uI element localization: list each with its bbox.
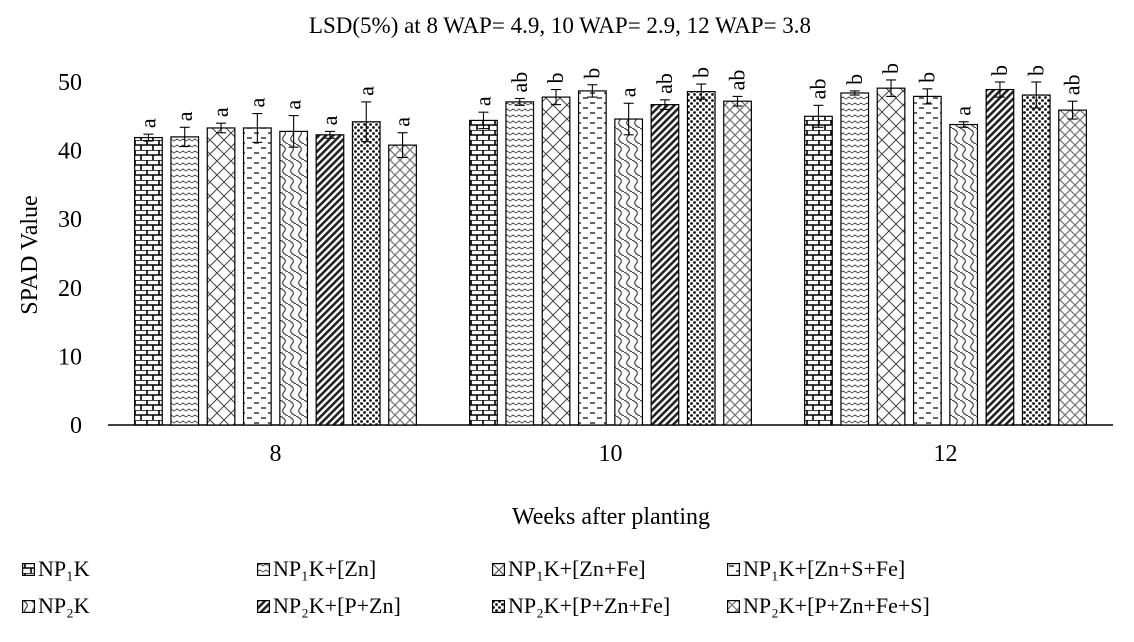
significance-letter: ab <box>1060 74 1085 95</box>
significance-letter: a <box>208 107 233 117</box>
bar <box>1021 94 1051 426</box>
y-tick-label: 10 <box>58 344 82 370</box>
significance-letter: a <box>281 100 306 110</box>
significance-letter: a <box>390 117 415 127</box>
bar <box>469 119 498 426</box>
y-tick-label: 0 <box>70 413 82 439</box>
significance-letter: b <box>842 74 867 85</box>
significance-letter: a <box>951 106 976 116</box>
significance-letter: a <box>172 111 197 121</box>
bar <box>840 92 870 426</box>
significance-letter: b <box>914 72 939 83</box>
y-tick-labels: 0 10 20 30 40 50 <box>58 70 82 439</box>
y-tick-label: 50 <box>58 70 82 96</box>
bar <box>1058 109 1087 426</box>
y-axis-label: SPAD Value <box>17 195 43 314</box>
bar <box>804 115 833 426</box>
significance-letter: ab <box>725 70 750 91</box>
y-tick-label: 20 <box>58 276 82 302</box>
significance-letter: a <box>244 98 269 108</box>
bar <box>242 127 272 426</box>
bar <box>315 134 345 426</box>
bar <box>541 96 571 426</box>
bar <box>912 95 942 426</box>
significance-letter: a <box>470 96 495 106</box>
significance-letter: a <box>353 86 378 96</box>
bar <box>686 91 716 426</box>
bar <box>170 136 200 426</box>
significance-letter: b <box>1023 65 1048 76</box>
bar <box>614 118 644 426</box>
bar <box>723 100 752 426</box>
significance-letter: a <box>135 118 160 128</box>
bar <box>134 136 163 426</box>
y-tick-label: 30 <box>58 207 82 233</box>
bar <box>949 123 979 426</box>
bar <box>985 88 1015 426</box>
significance-letter: b <box>878 63 903 74</box>
x-tick-label: 12 <box>934 441 958 467</box>
bar <box>351 121 381 426</box>
significance-letter: ab <box>805 79 830 100</box>
significance-letter: b <box>543 73 568 84</box>
x-axis-label: Weeks after planting <box>512 504 710 530</box>
x-tick-label: 10 <box>599 441 623 467</box>
significance-letter: b <box>688 67 713 78</box>
significance-letter: ab <box>507 72 532 93</box>
bar <box>206 127 236 426</box>
bar <box>505 101 535 426</box>
bar <box>650 104 680 426</box>
significance-letter: ab <box>652 73 677 94</box>
significance-letter: a <box>317 115 342 125</box>
x-tick-labels: 8 10 12 <box>270 441 958 467</box>
significance-letter: b <box>579 68 604 79</box>
significance-letter: b <box>987 65 1012 76</box>
bar <box>577 90 607 426</box>
chart-title: LSD(5%) at 8 WAP= 4.9, 10 WAP= 2.9, 12 W… <box>309 13 811 38</box>
bar <box>876 87 906 426</box>
bar <box>388 144 417 426</box>
significance-letter: a <box>616 87 641 97</box>
y-tick-label: 40 <box>58 139 82 165</box>
x-tick-label: 8 <box>270 441 282 467</box>
bar <box>279 130 309 426</box>
